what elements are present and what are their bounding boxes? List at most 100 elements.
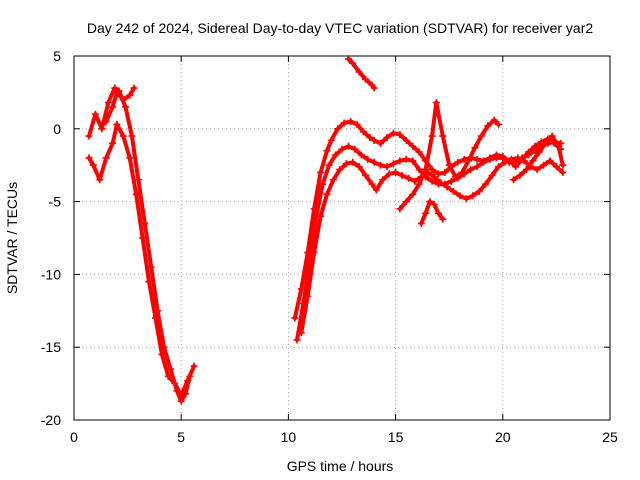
data-point-marker — [310, 249, 318, 257]
data-point-marker — [486, 155, 494, 163]
data-point-marker — [533, 166, 541, 174]
data-point-marker — [190, 362, 198, 370]
data-point-marker — [340, 119, 348, 127]
data-point-marker — [317, 168, 325, 176]
data-point-marker — [364, 155, 372, 163]
y-tick-label: 0 — [53, 121, 61, 137]
data-point-marker — [297, 329, 305, 337]
plot-frame — [73, 55, 611, 421]
data-point-marker — [334, 125, 342, 133]
x-tick-label: 5 — [177, 429, 185, 445]
series-track-10 — [510, 132, 567, 184]
data-point-marker — [495, 163, 503, 171]
data-point-marker — [379, 176, 387, 184]
x-tick-label: 15 — [388, 429, 404, 445]
data-point-marker — [454, 158, 462, 166]
data-point-marker — [357, 151, 365, 159]
data-point-marker — [385, 170, 393, 178]
data-point-marker — [317, 212, 325, 220]
data-point-marker — [344, 55, 352, 63]
data-point-marker — [355, 163, 363, 171]
data-point-marker — [512, 163, 520, 171]
data-point-marker — [428, 177, 436, 185]
data-point-marker — [546, 157, 554, 165]
data-point-marker — [411, 177, 419, 185]
data-point-marker — [349, 59, 357, 67]
data-point-marker — [323, 190, 331, 198]
series-track-8 — [396, 99, 503, 213]
data-point-marker — [559, 161, 567, 169]
data-point-marker — [510, 176, 518, 184]
data-point-marker — [443, 183, 451, 191]
x-tick-label: 25 — [602, 429, 618, 445]
data-point-marker — [456, 192, 464, 200]
data-point-marker — [383, 163, 391, 171]
data-point-marker — [332, 151, 340, 159]
data-point-marker — [349, 158, 357, 166]
data-point-marker — [368, 180, 376, 188]
data-point-marker — [552, 163, 560, 171]
data-point-marker — [492, 154, 500, 162]
data-point-marker — [432, 99, 440, 107]
data-point-marker — [392, 168, 400, 176]
y-tick-label: -15 — [41, 339, 61, 355]
data-point-marker — [344, 142, 352, 150]
data-point-marker — [319, 180, 327, 188]
x-tick-label: 20 — [495, 429, 511, 445]
data-point-marker — [439, 132, 447, 140]
data-point-marker — [540, 161, 548, 169]
data-point-marker — [516, 171, 524, 179]
data-point-marker — [139, 234, 147, 242]
data-point-marker — [402, 198, 410, 206]
data-point-marker — [449, 187, 457, 195]
data-point-marker — [417, 219, 425, 227]
data-point-marker — [415, 166, 423, 174]
data-point-marker — [370, 84, 378, 92]
data-point-marker — [184, 377, 192, 385]
data-point-marker — [522, 166, 530, 174]
data-point-marker — [85, 154, 93, 162]
data-point-marker — [559, 168, 567, 176]
data-point-marker — [383, 134, 391, 142]
data-point-marker — [452, 173, 460, 181]
data-point-marker — [377, 161, 385, 169]
data-point-marker — [467, 166, 475, 174]
series-track-3 — [102, 84, 138, 126]
data-point-marker — [362, 171, 370, 179]
series-trace — [295, 137, 563, 342]
data-point-marker — [389, 129, 397, 137]
data-point-marker — [555, 142, 563, 150]
data-point-marker — [409, 157, 417, 165]
data-point-marker — [325, 161, 333, 169]
data-point-marker — [490, 116, 498, 124]
series-track-7 — [344, 55, 378, 92]
series-track-9 — [417, 198, 447, 227]
data-point-marker — [293, 336, 301, 344]
data-point-marker — [355, 68, 363, 76]
data-point-marker — [480, 158, 488, 166]
data-point-marker — [525, 148, 533, 156]
data-point-marker — [177, 391, 185, 399]
x-tick-label: 0 — [70, 429, 78, 445]
data-point-marker — [89, 161, 97, 169]
data-point-marker — [464, 157, 472, 165]
y-axis-label: SDTVAR / TECUs — [4, 182, 20, 294]
data-point-marker — [370, 158, 378, 166]
data-point-marker — [471, 144, 479, 152]
chart-title: Day 242 of 2024, Sidereal Day-to-day VTE… — [87, 20, 593, 36]
data-point-marker — [396, 157, 404, 165]
data-point-marker — [484, 122, 492, 130]
data-point-marker — [104, 99, 112, 107]
data-point-marker — [415, 148, 423, 156]
data-point-marker — [304, 292, 312, 300]
data-series-layer — [85, 55, 567, 405]
data-point-marker — [542, 139, 550, 147]
y-tick-label: -20 — [41, 412, 61, 428]
data-point-marker — [507, 155, 515, 163]
data-point-marker — [134, 176, 142, 184]
data-point-marker — [447, 177, 455, 185]
data-point-marker — [128, 132, 136, 140]
data-point-marker — [342, 160, 350, 168]
data-point-marker — [415, 180, 423, 188]
